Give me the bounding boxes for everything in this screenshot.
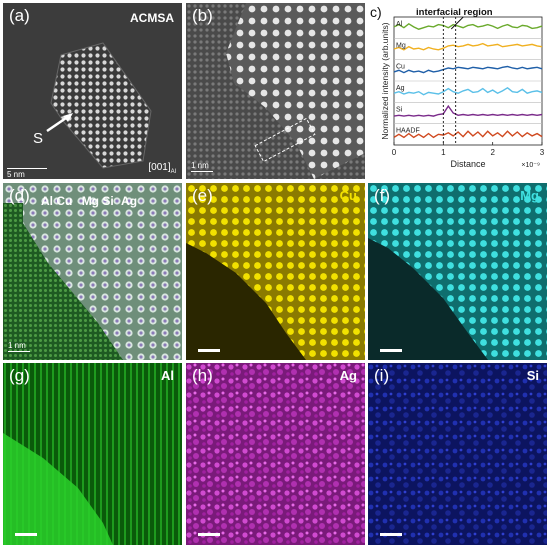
panel-letter: (b): [192, 6, 213, 25]
scale-bar-label: 1 nm: [191, 161, 209, 170]
scale-bar: [7, 168, 47, 169]
x-tick-label: 2: [490, 148, 495, 157]
series-label: Mg: [396, 42, 406, 49]
scale-bar: [198, 349, 220, 352]
series-line-si: [393, 104, 543, 117]
x-axis-label: Distance: [450, 159, 485, 169]
series-label: Al: [396, 21, 403, 28]
x-tick-label: 1: [441, 148, 446, 157]
panel-g: (g) Al: [3, 363, 182, 545]
series-label: Si: [396, 106, 403, 113]
zone-axis: [001]Al: [148, 162, 176, 175]
legend-ag: Ag: [121, 194, 138, 208]
series-line-cu: [393, 65, 543, 74]
precipitate-image: [3, 3, 182, 179]
panel-a: (a) ACMSA S 5 nm [001]Al: [3, 3, 182, 179]
annotation-arrow: [450, 16, 464, 30]
panel-letter: (i): [374, 366, 390, 385]
scale-bar: [8, 351, 30, 352]
series-label: Cu: [396, 64, 405, 71]
panel-c: c) Al Mg Cu Ag Si HAADF interfacial region 0 1 2 3…: [368, 3, 550, 179]
panel-e: (e) Cu: [186, 183, 365, 360]
y-axis-label: Normalized intensity (arb.units): [380, 22, 390, 139]
mg-map: [368, 183, 547, 360]
zone-axis-text: [001]: [148, 162, 171, 173]
zone-axis-sub: Al: [170, 169, 176, 175]
si-map: [368, 363, 547, 545]
scale-bar: [198, 533, 220, 536]
overlay-map: [3, 183, 182, 360]
element-label: Cu: [339, 188, 357, 203]
legend-mg: Mg: [81, 194, 100, 208]
element-legend: Al Cu Mg Si Ag: [41, 194, 137, 208]
scale-bar-label: 5 nm: [7, 170, 25, 179]
panel-f: (f) Mg: [368, 183, 547, 360]
panel-d: (d) Al Cu Mg Si Ag 1 nm: [3, 183, 182, 360]
element-label: Al: [161, 368, 174, 383]
panel-letter: (f): [374, 186, 391, 205]
panel-letter: (a): [9, 6, 30, 25]
hrstem-image: [186, 3, 365, 179]
sample-label: ACMSA: [130, 11, 174, 25]
series-line-ag: [393, 86, 543, 96]
al-map: [3, 363, 182, 545]
series-label: Ag: [396, 85, 405, 92]
scale-bar: [380, 533, 402, 536]
series-line-al: [393, 22, 543, 30]
panel-letter: (g): [9, 366, 30, 385]
element-label: Mg: [520, 188, 539, 203]
arrow-head: [63, 113, 73, 122]
x-exponent: ×10⁻⁹: [521, 162, 540, 169]
panel-letter: c): [370, 4, 382, 20]
panel-letter: (e): [192, 186, 213, 205]
annotation-label: interfacial region: [416, 7, 493, 18]
panel-b: (b) 1 nm: [186, 3, 365, 179]
legend-si: Si: [102, 194, 114, 208]
roi-box: [254, 117, 316, 163]
x-tick-label: 3: [540, 148, 545, 157]
panel-letter: (h): [192, 366, 213, 385]
intensity-chart: Al Mg Cu Ag Si HAADF interfacial region 0 1 2 3 Dis…: [380, 7, 545, 169]
legend-al: Al: [41, 194, 53, 208]
scale-bar: [380, 349, 402, 352]
panel-i: (i) Si: [368, 363, 547, 545]
scale-bar: [15, 533, 37, 536]
series-line-mg: [393, 42, 543, 51]
cu-map: [186, 183, 365, 360]
scale-bar: [191, 171, 213, 172]
element-label: Si: [526, 368, 539, 383]
series-label: HAADF: [396, 128, 420, 135]
ag-map: [186, 363, 365, 545]
element-label: Ag: [339, 368, 357, 383]
feature-marker: S: [33, 130, 44, 147]
scale-bar-label: 1 nm: [8, 341, 26, 350]
legend-cu: Cu: [56, 194, 73, 208]
series-line-haadf: [393, 130, 543, 139]
panel-letter: (d): [9, 186, 30, 205]
x-tick-label: 0: [392, 148, 397, 157]
panel-h: (h) Ag: [186, 363, 365, 545]
